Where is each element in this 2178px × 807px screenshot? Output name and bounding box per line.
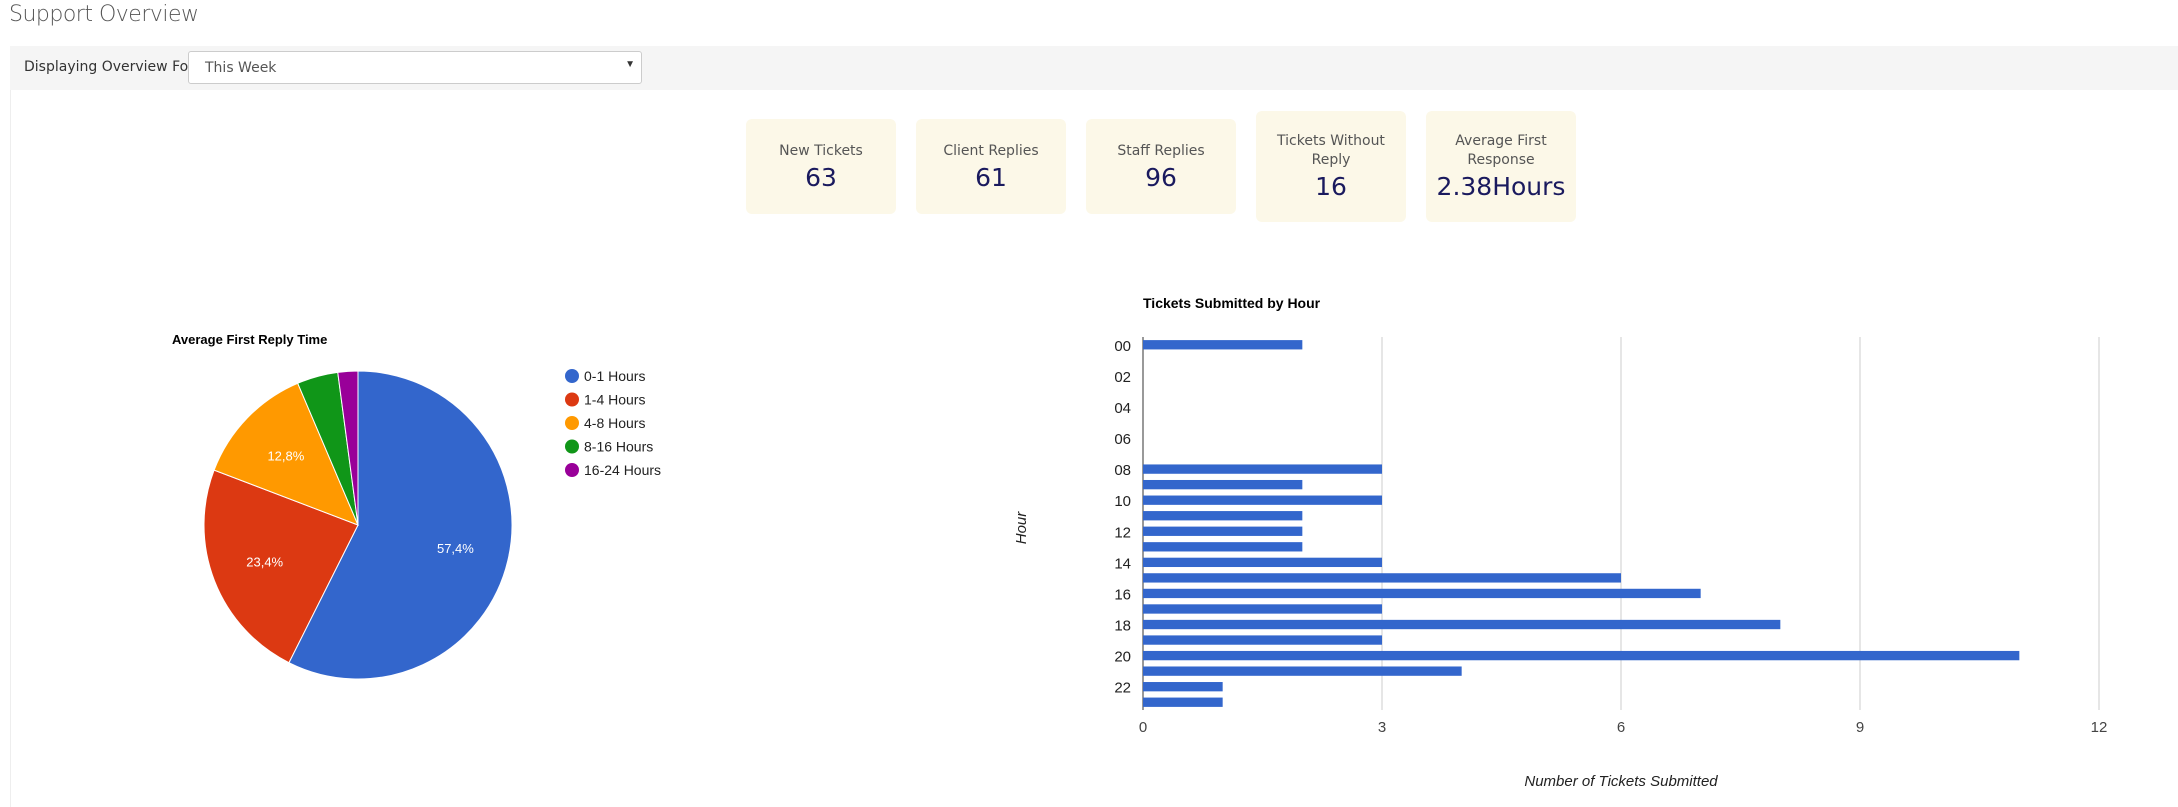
- y-tick-label: 10: [1114, 493, 1131, 510]
- bar-hour-10[interactable]: [1143, 495, 1382, 505]
- y-tick-label: 06: [1114, 431, 1131, 448]
- y-tick-label: 14: [1114, 555, 1131, 572]
- period-select[interactable]: This Week ▼: [188, 51, 642, 84]
- y-tick-label: 22: [1114, 680, 1131, 697]
- pie-chart-title: Average First Reply Time: [172, 332, 327, 347]
- bar-chart: Tickets Submitted by Hour 0 3 6 9 12 00 02 04 06…: [1013, 295, 2108, 790]
- stat-label: New Tickets: [779, 142, 863, 159]
- bar-hour-21[interactable]: [1143, 666, 1462, 676]
- y-tick-label: 16: [1114, 586, 1131, 603]
- legend-item: 8-16 Hours: [584, 439, 653, 455]
- bar-chart-title: Tickets Submitted by Hour: [1143, 295, 1321, 311]
- page-title: Support Overview: [9, 2, 199, 27]
- pie-slice-0-1-hours[interactable]: [288, 370, 513, 680]
- stat-card-average-first-response: Average First Response 2.38Hours: [1426, 111, 1576, 222]
- stat-card-tickets-without-reply: Tickets Without Reply 16: [1256, 111, 1406, 222]
- x-tick-label: 0: [1139, 719, 1147, 736]
- stat-card-staff-replies: Staff Replies 96: [1086, 119, 1236, 214]
- bar-hour-13[interactable]: [1143, 542, 1303, 552]
- bar-hour-17[interactable]: [1143, 604, 1382, 614]
- pie-slice-label: 23,4%: [246, 554, 283, 569]
- stat-value: 63: [805, 162, 837, 192]
- stat-value: 2.38Hours: [1436, 172, 1566, 201]
- y-tick-label: 02: [1114, 369, 1131, 386]
- y-tick-label: 08: [1114, 462, 1131, 479]
- bar-hour-12[interactable]: [1143, 526, 1303, 536]
- legend-marker-icon: [565, 463, 579, 477]
- pie-slice-label: 57,4%: [437, 541, 474, 556]
- stat-card-client-replies: Client Replies 61: [916, 119, 1066, 214]
- period-select-value: This Week: [205, 60, 277, 76]
- x-tick-label: 3: [1378, 719, 1386, 736]
- filter-label: Displaying Overview For:: [24, 59, 199, 75]
- y-axis-title: Hour: [1013, 511, 1030, 545]
- bar-hour-20[interactable]: [1143, 650, 2020, 661]
- x-tick-label: 12: [2091, 719, 2108, 736]
- legend-item: 16-24 Hours: [584, 462, 661, 478]
- legend-marker-icon: [565, 416, 579, 430]
- stat-label: Staff Replies: [1117, 142, 1205, 159]
- y-tick-label: 12: [1114, 524, 1131, 541]
- stat-label: Tickets Without Reply: [1277, 133, 1385, 168]
- legend-marker-icon: [565, 439, 579, 454]
- stat-value: 96: [1145, 162, 1177, 192]
- x-tick-label: 9: [1856, 719, 1864, 736]
- bar-hour-08[interactable]: [1143, 464, 1382, 474]
- x-tick-label: 6: [1617, 719, 1625, 736]
- bar-hour-00[interactable]: [1143, 340, 1303, 350]
- bar-hour-18[interactable]: [1143, 619, 1781, 630]
- legend-marker-icon: [565, 369, 579, 383]
- bar-hour-16[interactable]: [1143, 588, 1701, 599]
- caret-down-icon: ▼: [625, 59, 635, 70]
- filter-bar: Displaying Overview For: This Week ▼: [10, 46, 2178, 90]
- y-tick-label: 00: [1114, 338, 1131, 355]
- bar-hour-11[interactable]: [1143, 511, 1303, 521]
- legend-marker-icon: [565, 392, 579, 407]
- stat-value: 16: [1315, 172, 1347, 201]
- stat-label: Average First Response: [1455, 133, 1547, 168]
- pie-slice-label: 12,8%: [267, 449, 304, 464]
- legend-item: 4-8 Hours: [584, 415, 645, 431]
- bar-hour-15[interactable]: [1143, 573, 1621, 583]
- overview-panel: [10, 46, 2178, 807]
- stat-card-new-tickets: New Tickets 63: [746, 119, 896, 214]
- legend-item: 1-4 Hours: [584, 392, 645, 408]
- stat-label: Client Replies: [943, 142, 1039, 159]
- pie-slice-4-8-hours[interactable]: [213, 382, 359, 526]
- legend-item: 0-1 Hours: [584, 368, 645, 384]
- y-tick-label: 18: [1114, 618, 1131, 635]
- bar-hour-23[interactable]: [1143, 697, 1223, 707]
- bar-hour-19[interactable]: [1143, 635, 1382, 645]
- pie-slice-1-4-hours[interactable]: [203, 469, 359, 664]
- x-axis-title: Number of Tickets Submitted: [1524, 773, 1718, 790]
- bar-hour-22[interactable]: [1143, 682, 1223, 692]
- y-tick-label: 04: [1114, 400, 1131, 417]
- pie-slice-16-24-hours[interactable]: [337, 370, 359, 526]
- pie-chart: Average First Reply Time 57,4% 23,4% 12,8%…: [172, 332, 661, 680]
- y-tick-label: 20: [1114, 649, 1131, 666]
- bar-hour-09[interactable]: [1143, 479, 1303, 490]
- bar-hour-14[interactable]: [1143, 557, 1382, 568]
- stat-value: 61: [975, 162, 1007, 192]
